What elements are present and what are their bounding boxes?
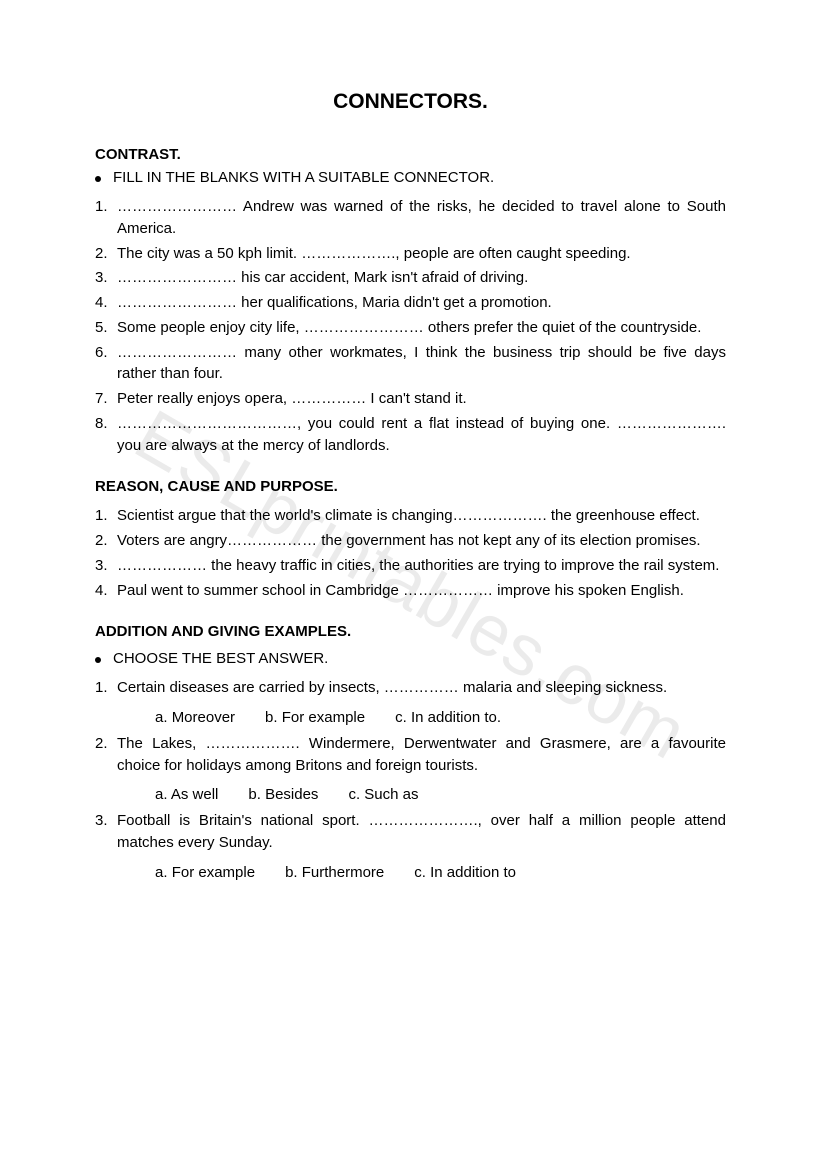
section-heading-addition: ADDITION AND GIVING EXAMPLES.	[95, 623, 726, 640]
bullet-icon	[95, 657, 101, 663]
list-addition: Football is Britain's national sport. ………	[95, 810, 726, 854]
item-text: …………………… her qualifications, Maria didn'…	[117, 292, 726, 314]
option-a: a. Moreover	[155, 707, 235, 729]
item-text: Peter really enjoys opera, …………… I can't…	[117, 388, 726, 410]
page-content: CONNECTORS. CONTRAST. FILL IN THE BLANKS…	[95, 90, 726, 883]
page-title: CONNECTORS.	[95, 90, 726, 114]
list-item: Peter really enjoys opera, …………… I can't…	[95, 388, 726, 410]
item-text: Voters are angry……………… the government ha…	[117, 530, 726, 552]
item-text: The city was a 50 kph limit. ………………., pe…	[117, 243, 726, 265]
item-text: Football is Britain's national sport. ………	[117, 810, 726, 854]
item-text: …………………… many other workmates, I think t…	[117, 342, 726, 386]
instruction-text: FILL IN THE BLANKS WITH A SUITABLE CONNE…	[113, 169, 494, 186]
list-item: The city was a 50 kph limit. ………………., pe…	[95, 243, 726, 265]
list-item: …………………… her qualifications, Maria didn'…	[95, 292, 726, 314]
list-contrast: …………………… Andrew was warned of the risks,…	[95, 196, 726, 456]
option-c: c. In addition to	[414, 862, 516, 884]
list-item: …………………… his car accident, Mark isn't af…	[95, 267, 726, 289]
list-item: ………………………………, you could rent a flat inst…	[95, 413, 726, 457]
item-text: Paul went to summer school in Cambridge …	[117, 580, 726, 602]
instruction-contrast: FILL IN THE BLANKS WITH A SUITABLE CONNE…	[95, 169, 726, 186]
list-item: Some people enjoy city life, …………………… ot…	[95, 317, 726, 339]
item-text: The Lakes, ………………. Windermere, Derwentwa…	[117, 733, 726, 777]
item-text: …………………… his car accident, Mark isn't af…	[117, 267, 726, 289]
list-item: Certain diseases are carried by insects,…	[95, 677, 726, 699]
list-item: The Lakes, ………………. Windermere, Derwentwa…	[95, 733, 726, 777]
options-row: a. For example b. Furthermore c. In addi…	[155, 862, 726, 884]
item-text: ……………… the heavy traffic in cities, the …	[117, 555, 726, 577]
item-text: Certain diseases are carried by insects,…	[117, 677, 726, 699]
option-a: a. For example	[155, 862, 255, 884]
section-heading-reason: REASON, CAUSE AND PURPOSE.	[95, 478, 726, 495]
bullet-icon	[95, 176, 101, 182]
options-row: a. Moreover b. For example c. In additio…	[155, 707, 726, 729]
option-c: c. In addition to.	[395, 707, 501, 729]
list-item: …………………… many other workmates, I think t…	[95, 342, 726, 386]
item-text: Scientist argue that the world's climate…	[117, 505, 726, 527]
list-item: Scientist argue that the world's climate…	[95, 505, 726, 527]
option-b: b. For example	[265, 707, 365, 729]
options-row: a. As well b. Besides c. Such as	[155, 784, 726, 806]
instruction-text: CHOOSE THE BEST ANSWER.	[113, 650, 328, 667]
item-text: ………………………………, you could rent a flat inst…	[117, 413, 726, 457]
list-addition: The Lakes, ………………. Windermere, Derwentwa…	[95, 733, 726, 777]
list-item: …………………… Andrew was warned of the risks,…	[95, 196, 726, 240]
item-text: Some people enjoy city life, …………………… ot…	[117, 317, 726, 339]
list-addition: Certain diseases are carried by insects,…	[95, 677, 726, 699]
option-c: c. Such as	[348, 784, 418, 806]
instruction-addition: CHOOSE THE BEST ANSWER.	[95, 650, 726, 667]
option-b: b. Furthermore	[285, 862, 384, 884]
option-b: b. Besides	[248, 784, 318, 806]
section-heading-contrast: CONTRAST.	[95, 146, 726, 163]
list-item: Football is Britain's national sport. ………	[95, 810, 726, 854]
option-a: a. As well	[155, 784, 218, 806]
list-item: Voters are angry……………… the government ha…	[95, 530, 726, 552]
list-item: Paul went to summer school in Cambridge …	[95, 580, 726, 602]
list-reason: Scientist argue that the world's climate…	[95, 505, 726, 601]
item-text: …………………… Andrew was warned of the risks,…	[117, 196, 726, 240]
list-item: ……………… the heavy traffic in cities, the …	[95, 555, 726, 577]
